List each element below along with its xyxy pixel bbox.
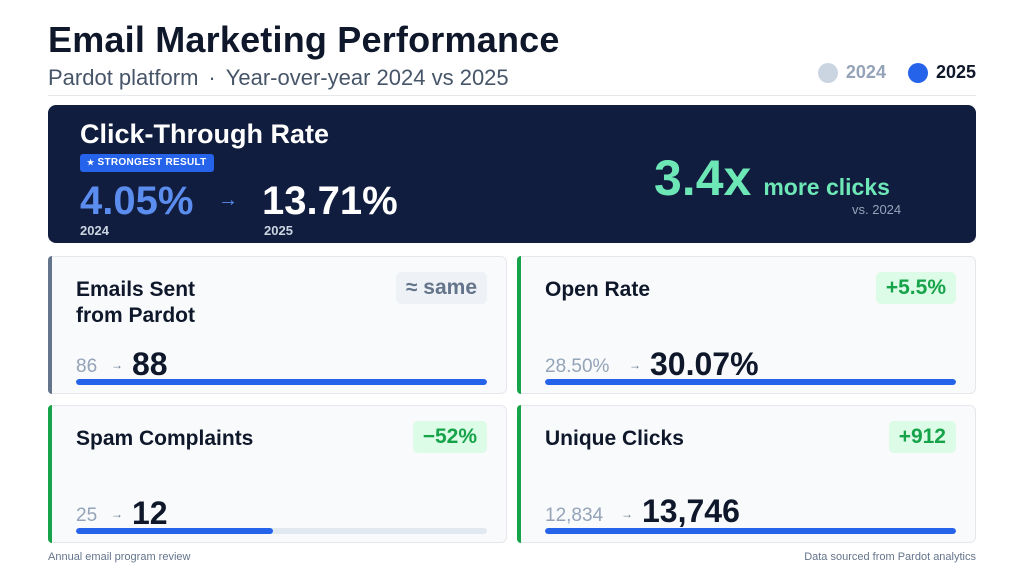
subtitle-period: Year-over-year 2024 vs 2025 [225, 65, 509, 90]
progress-track [76, 528, 487, 534]
arrow-right-icon: → [111, 358, 123, 372]
metric-new-value: 88 [132, 346, 168, 382]
multiplier-value: 3.4x [654, 150, 752, 206]
arrow-right-icon: → [111, 507, 123, 521]
arrow-right-icon: → [621, 507, 633, 521]
page-title: Email Marketing Performance [48, 19, 560, 60]
footer-note: Annual email program review [48, 551, 191, 563]
hero-multiplier: 3.4x more clicks [654, 149, 890, 207]
metric-old-value: 86 [76, 356, 98, 377]
footer-source: Data sourced from Pardot analytics [804, 551, 976, 563]
metric-label-line1: Emails Sent [76, 278, 196, 301]
change-badge: +5.5% [875, 272, 956, 304]
metric-card-open-rate: Open Rate +5.5% 28.50% → 30.07% [517, 256, 976, 394]
legend-label-2024: 2024 [845, 62, 886, 82]
card-accent [517, 256, 521, 394]
arrow-right-icon: → [218, 189, 238, 211]
page-header: Email Marketing Performance Pardot platf… [48, 18, 976, 96]
legend-item-2024: 2024 [817, 62, 886, 83]
progress-track [76, 379, 487, 385]
legend-swatch-2025 [907, 62, 928, 83]
card-accent [48, 256, 52, 394]
multiplier-text: more clicks [763, 174, 890, 200]
progress-fill [76, 379, 487, 385]
metric-label: Emails Sent from Pardot [76, 277, 195, 329]
change-badge: +912 [888, 421, 956, 453]
metric-new-value: 12 [132, 495, 168, 531]
metric-new-value: 30.07% [650, 346, 759, 382]
metric-old-value: 28.50% [545, 356, 610, 377]
metric-card-unique-clicks: Unique Clicks +912 12,834 → 13,746 [517, 405, 976, 543]
hero-new-value: 13.71% [262, 179, 398, 223]
change-badge: ≈ same [395, 272, 487, 304]
hero-old-value: 4.05% [80, 179, 194, 223]
metric-card-emails-sent: Emails Sent from Pardot ≈ same 86 → 88 [48, 256, 507, 394]
strongest-result-badge: ★ STRONGEST RESULT [80, 154, 214, 172]
legend-label-2025: 2025 [935, 62, 976, 82]
metric-new-value: 13,746 [642, 493, 740, 529]
progress-fill [545, 379, 956, 385]
progress-fill [76, 528, 274, 534]
legend-item-2025: 2025 [907, 62, 976, 83]
hero-title: Click-Through Rate [80, 119, 330, 149]
progress-track [545, 528, 956, 534]
metric-label: Open Rate [545, 278, 651, 301]
metric-label: Unique Clicks [545, 427, 684, 450]
ctr-hero-card: Click-Through Rate ★ STRONGEST RESULT 4.0… [48, 105, 976, 243]
change-badge: −52% [412, 421, 487, 453]
card-accent [48, 405, 52, 543]
star-icon: ★ [87, 158, 95, 167]
multiplier-comparison: vs. 2024 [852, 202, 902, 217]
subtitle-separator: · [208, 65, 216, 90]
legend-swatch-2024 [817, 62, 838, 83]
metric-old-value: 12,834 [545, 505, 604, 526]
arrow-right-icon: → [629, 358, 641, 372]
badge-label: STRONGEST RESULT [97, 157, 207, 168]
metric-old-value: 25 [76, 505, 98, 526]
page-subtitle: Pardot platform · Year-over-year 2024 vs 2… [48, 64, 976, 92]
progress-track [545, 379, 956, 385]
progress-fill [545, 528, 956, 534]
hero-old-year: 2024 [80, 223, 109, 238]
subtitle-platform: Pardot platform [48, 65, 199, 90]
hero-new-year: 2025 [264, 223, 293, 238]
year-legend: 2024 2025 [817, 62, 976, 83]
card-accent [517, 405, 521, 543]
metric-label: Spam Complaints [76, 427, 254, 450]
metric-card-spam-complaints: Spam Complaints −52% 25 → 12 [48, 405, 507, 543]
metric-label-line2: from Pardot [76, 304, 196, 327]
